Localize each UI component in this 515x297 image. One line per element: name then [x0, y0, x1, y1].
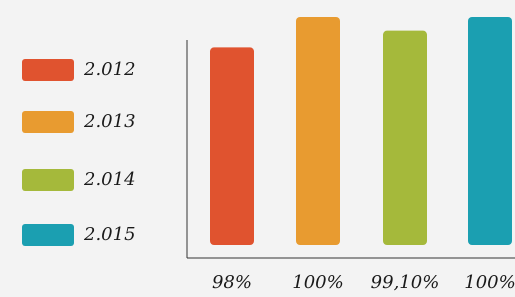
value-label: 100%	[464, 272, 515, 293]
bar	[210, 47, 254, 245]
legend-label: 2.013	[83, 111, 136, 132]
value-label: 98%	[212, 272, 252, 293]
chart: 2.012 98% 2.013 100% 2.014 99,10% 2.015 100%	[0, 0, 515, 297]
legend-swatch	[22, 59, 74, 81]
bar	[468, 17, 512, 245]
bar	[296, 17, 340, 245]
legend-label: 2.015	[83, 224, 136, 245]
legend-swatch	[22, 169, 74, 191]
background	[0, 0, 515, 297]
legend-swatch	[22, 111, 74, 133]
bar	[383, 31, 427, 245]
legend-label: 2.014	[83, 169, 136, 190]
value-label: 99,10%	[371, 272, 440, 293]
legend-label: 2.012	[83, 59, 136, 80]
legend-swatch	[22, 224, 74, 246]
value-label: 100%	[292, 272, 343, 293]
